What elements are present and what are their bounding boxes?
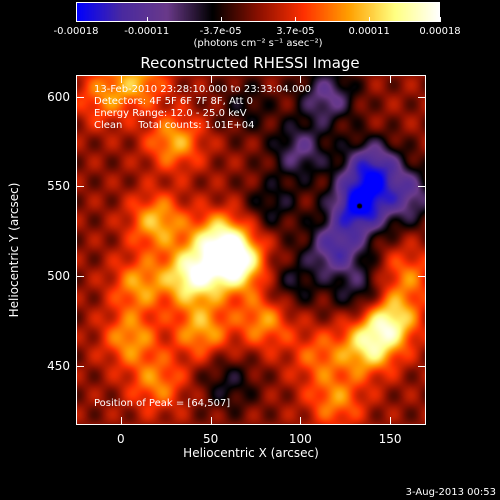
heatmap-image — [76, 75, 426, 425]
x-tick-mark — [120, 417, 122, 425]
colorbar-tick-label: 0.00018 — [419, 26, 461, 37]
colorbar-tick-mark — [369, 17, 371, 22]
y-tick-label: 450 — [47, 358, 70, 373]
colorbar-tick-label: 3.7e-05 — [276, 26, 315, 37]
colorbar-tick-mark — [146, 17, 148, 22]
x-tick-mark — [210, 75, 212, 83]
y-tick-label: 600 — [47, 89, 70, 104]
annotation-time-range: 13-Feb-2010 23:28:10.000 to 23:33:04.000 — [94, 84, 312, 95]
y-tick-mark — [418, 365, 426, 367]
y-tick-mark — [76, 365, 84, 367]
y-tick-mark — [76, 276, 84, 278]
y-tick-mark — [76, 96, 84, 98]
x-tick-mark — [300, 417, 302, 425]
x-tick-mark — [210, 417, 212, 425]
colorbar-tick-mark — [440, 17, 441, 22]
colorbar-tick-label: -3.7e-05 — [199, 26, 242, 37]
colorbar-tick-mark — [295, 17, 297, 22]
x-tick-label: 50 — [202, 432, 219, 446]
plot-frame — [76, 75, 426, 425]
timestamp: 3-Aug-2013 00:53 — [405, 487, 496, 498]
y-tick-label: 500 — [47, 269, 70, 284]
annotation-detectors: Detectors: 4F 5F 6F 7F 8F, Att 0 — [94, 96, 254, 107]
x-axis-label: Heliocentric X (arcsec) — [183, 446, 319, 460]
y-tick-label: 550 — [47, 179, 70, 194]
y-tick-mark — [418, 276, 426, 278]
y-tick-mark — [418, 186, 426, 188]
x-tick-mark — [390, 417, 392, 425]
colorbar-tick-label: 0.00011 — [348, 26, 390, 37]
x-tick-mark — [120, 75, 122, 83]
x-tick-label: 0 — [117, 432, 125, 446]
y-tick-mark — [76, 186, 84, 188]
colorbar-tick-mark — [76, 17, 77, 22]
colorbar-frame — [76, 2, 440, 22]
x-tick-mark — [390, 75, 392, 83]
y-axis-label: Heliocentric Y (arcsec) — [7, 182, 21, 318]
x-tick-label: 150 — [378, 432, 402, 446]
chart-title: Reconstructed RHESSI Image — [140, 54, 360, 72]
colorbar-tick-label: -0.00011 — [124, 26, 170, 37]
x-tick-label: 100 — [288, 432, 312, 446]
annotation-total-counts: Clean Total counts: 1.01E+04 — [94, 120, 255, 131]
colorbar-units: (photons cm⁻² s⁻¹ asec⁻²) — [193, 38, 323, 49]
annotation-energy-range: Energy Range: 12.0 - 25.0 keV — [94, 108, 247, 119]
x-tick-mark — [300, 75, 302, 83]
colorbar-tick-label: -0.00018 — [53, 26, 99, 37]
colorbar — [76, 2, 440, 22]
colorbar-tick-mark — [220, 17, 222, 22]
annotation-peak-position: Position of Peak = [64,507] — [94, 398, 231, 409]
y-tick-mark — [418, 96, 426, 98]
